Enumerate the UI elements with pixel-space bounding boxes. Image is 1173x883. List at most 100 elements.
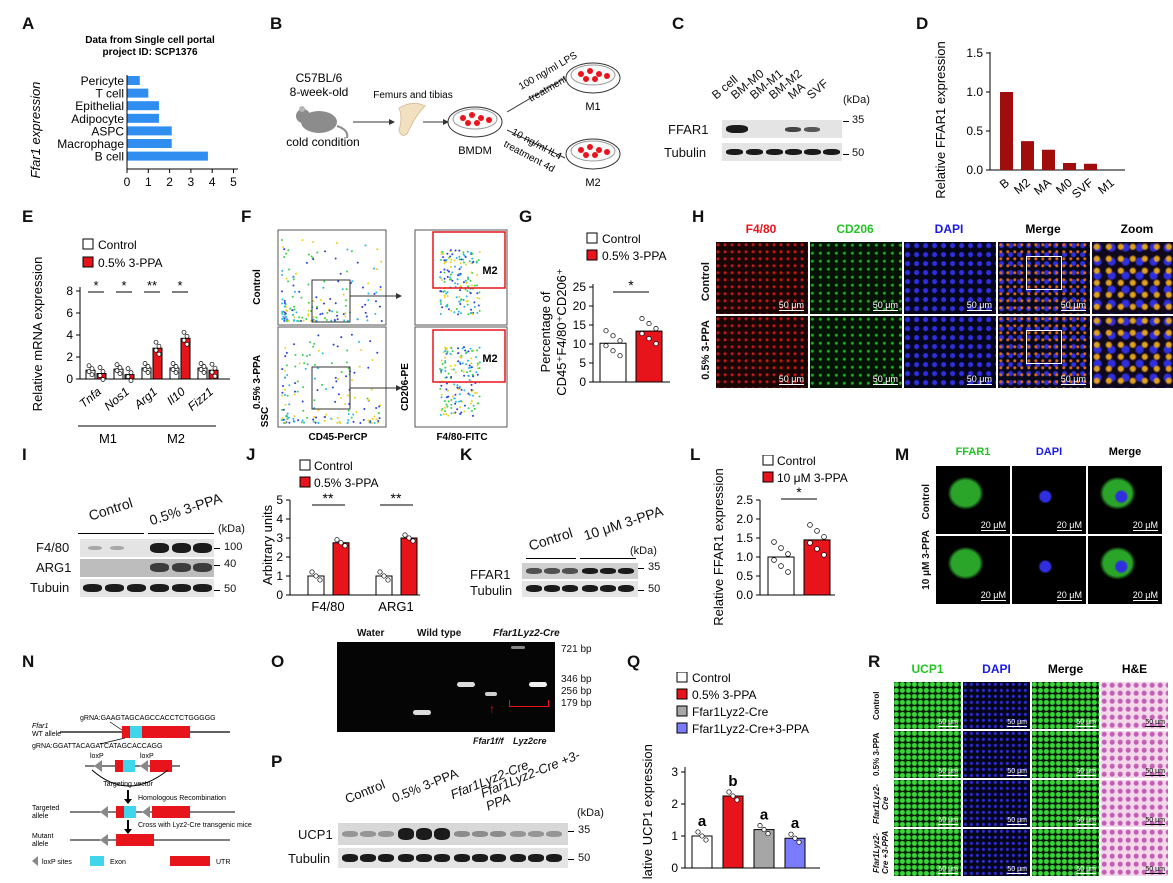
panel-n-legend-loxp: loxP sites (42, 859, 72, 866)
flow-plot-cd206-control (414, 229, 508, 326)
panel-e-gene: Il10 (164, 384, 188, 407)
panel-g-ylabel2: CD45⁺F4/80⁺CD206⁺ (554, 268, 569, 396)
panel-e-tick: 8 (66, 284, 73, 298)
panel-c-row-ffar1: FFAR1 (668, 122, 709, 137)
scale-bar: 50 μm (1076, 817, 1096, 825)
panel-label-c: C (672, 14, 685, 33)
scale-bar: 50 μm (872, 374, 898, 385)
panel-i-f480-blot (80, 539, 214, 557)
panel-q-tick: 0 (671, 861, 678, 875)
panel-m-row-ppa: 10 μM 3-PPA (921, 530, 932, 590)
panel-e-gene: Nos1 (101, 385, 131, 414)
panel-n-mutant1: Mutant (32, 833, 53, 840)
panel-j-legend-ppa-swatch (299, 476, 311, 488)
panel-a-category: Pericyte (81, 74, 125, 88)
scale-bar: 50 μm (938, 866, 958, 874)
panel-o-lab-cre: Lyz2cre (513, 736, 547, 746)
panel-i-group-control: Control (86, 494, 135, 524)
panel-i-row-f480: F4/80 (36, 540, 70, 555)
if-image-cell: 50 μm (1032, 731, 1099, 778)
panel-k-blot: Control 10 μM 3-PPA (kDa) FFAR1 Tubulin … (470, 455, 680, 605)
panel-l-tick: 0.5 (736, 569, 753, 583)
scale-bar: 20 μM (1132, 590, 1158, 601)
panel-l-chart: Control 10 μM 3-PPA Relative FFAR1 expre… (711, 455, 848, 626)
panel-label-j: J (246, 445, 256, 464)
panel-p-group-ko-ppa: Ffar1Lyz2-Cre +3-PPA (478, 747, 582, 814)
if-image-cell: 50 μm (963, 682, 1030, 729)
zoom-box (1026, 256, 1062, 290)
panel-p-group-control: Control (342, 776, 388, 807)
flow-gate-m2-ppa (432, 329, 506, 383)
panel-d-bar (1021, 141, 1034, 170)
panel-n-targeted1: Targeted (32, 805, 59, 812)
panel-c-mw-35: 35 (852, 114, 865, 126)
panel-m-row-control: Control (921, 484, 932, 520)
panel-label-h: H (692, 207, 705, 226)
panel-n-legend-exon: Exon (110, 859, 126, 866)
panel-e-tick: 6 (66, 306, 73, 320)
panel-n-wt1: Ffar1 (32, 723, 48, 730)
panel-d-category: MA (1031, 176, 1054, 198)
panel-a-category: Adipocyte (71, 112, 124, 126)
panel-r-row-label: Control (872, 691, 881, 720)
panel-a-chart: Data from Single cell portal project ID:… (30, 35, 238, 189)
panel-b-cold: cold condition (286, 135, 359, 149)
panel-j-sig: ** (323, 490, 334, 506)
panel-j-bar-ppa (400, 537, 418, 596)
panel-i-blot: Control 0.5% 3-PPA (kDa) F4/80 ARG1 Tubu… (30, 455, 245, 605)
panel-e-bar-ppa (180, 337, 191, 380)
panel-l-bar (767, 556, 795, 596)
panel-q-legend-label: 0.5% 3-PPA (692, 688, 756, 702)
panel-n-loxp2: loxP (140, 753, 154, 760)
panel-i-row-tubuin: Tubuin (30, 580, 70, 595)
panel-q-chart: Control 0.5% 3-PPA Ffar1Lyz2-Cre Ffar1Lyz2-… (640, 672, 820, 880)
scale-bar: 50 μm (1145, 817, 1165, 825)
panel-e-gene: Tnfa (77, 384, 105, 410)
panel-q-legend-swatch (676, 705, 688, 717)
if-image-cell: 50 μm (1101, 682, 1168, 729)
if-image-cell: 20 μM (936, 466, 1010, 534)
if-image-cell: 50 μm (998, 316, 1090, 388)
panel-h-row-ppa: 0.5% 3-PPA (700, 320, 712, 380)
panel-q-letter: a (760, 807, 769, 824)
panel-k-row-tubulin: Tubulin (470, 583, 513, 598)
panel-a-tick: 3 (188, 175, 195, 189)
panel-q-letter: a (791, 815, 800, 832)
panel-q-legend-swatch (676, 672, 688, 683)
panel-j-tick: 3 (276, 531, 283, 545)
panel-f-flow: Control 0.5% 3-PPA SSC CD45-PerCP CD206-… (250, 222, 510, 447)
scale-bar: 50 μm (1145, 768, 1165, 776)
zoom-box (1026, 330, 1062, 364)
panel-f-row-control: Control (252, 269, 263, 305)
panel-g-tick: 0 (579, 375, 586, 389)
panel-l-legend-ppa: 10 μM 3-PPA (777, 471, 848, 485)
panel-q-legend-swatch (676, 688, 688, 700)
panel-b-mouse2: 8-week-old (290, 85, 349, 99)
panel-i-row-arg1: ARG1 (36, 560, 72, 575)
panel-j-legend-control: Control (314, 459, 353, 473)
panel-q-legend-swatch (676, 722, 688, 734)
panel-q-tick: 2 (671, 797, 678, 811)
panel-p-ucp1-blot (338, 823, 568, 845)
panel-f-gate-m2-2: M2 (482, 353, 497, 365)
panel-b-bmdm: BMDM (458, 145, 492, 157)
panel-b-m1: M1 (585, 101, 600, 113)
panel-c-tubulin-blot (722, 143, 842, 161)
scale-bar: 20 μM (1132, 520, 1158, 531)
panel-i-group-ppa: 0.5% 3-PPA (147, 489, 224, 529)
panel-e-chart: Control 0.5% 3-PPA Relative mRNA express… (30, 238, 230, 446)
if-image-cell: 50 μm (894, 780, 961, 827)
panel-label-b: B (270, 14, 283, 33)
panel-a-category: Macrophage (57, 137, 124, 151)
if-image-cell: 50 μm (1101, 731, 1168, 778)
if-image-cell: 20 μM (1012, 536, 1086, 604)
panel-g-legend-control-swatch (586, 232, 598, 244)
flow-plot-cd206-ppa (414, 326, 508, 428)
panel-d-bar (1042, 149, 1055, 170)
scale-bar: 20 μM (1056, 520, 1082, 531)
if-image-cell: 20 μM (1088, 536, 1162, 604)
if-image-cell: 50 μm (1101, 829, 1168, 876)
panel-k-group-control: Control (526, 524, 575, 554)
panel-h-images: F4/80 CD206 DAPI Merge Zoom Control 0.5% 3-P… (700, 222, 1173, 392)
panel-g-ylabel1: Percentage of (538, 291, 553, 372)
